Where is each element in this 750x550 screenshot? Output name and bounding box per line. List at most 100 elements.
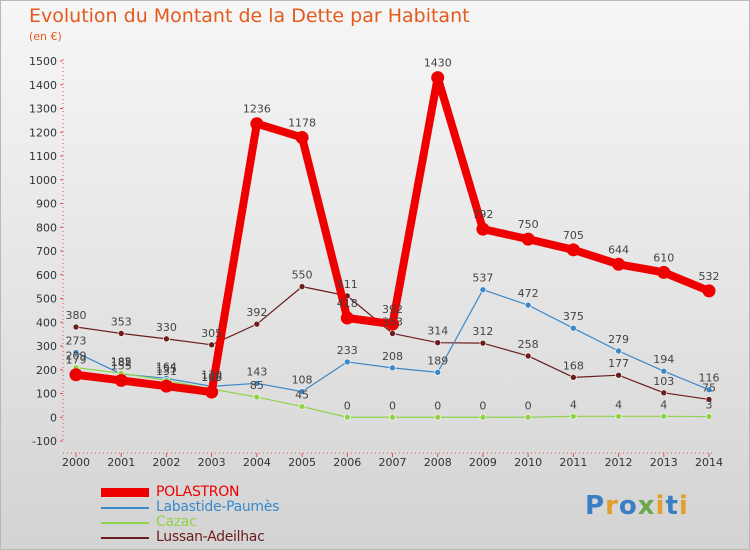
data-point (340, 311, 354, 325)
x-tick-label: 2000 (62, 456, 90, 469)
data-label: 143 (246, 365, 267, 378)
legend-label: Labastide-Paumès (156, 499, 280, 515)
data-label: 116 (699, 372, 720, 385)
data-label: 0 (344, 399, 351, 412)
data-point (702, 284, 716, 298)
data-point (343, 413, 351, 421)
data-label: 182 (111, 356, 132, 369)
data-point (114, 373, 128, 387)
data-point (476, 222, 490, 236)
data-point (521, 232, 535, 246)
legend-swatch (101, 488, 149, 497)
data-point (705, 413, 713, 420)
legend-label: Cazac (156, 514, 197, 530)
data-point (705, 396, 713, 403)
chart-title: Evolution du Montant de la Dette par Hab… (29, 5, 470, 27)
y-tick-label: 1000 (29, 174, 57, 187)
data-point (69, 368, 83, 382)
data-label: 189 (427, 354, 448, 367)
data-point (434, 339, 442, 346)
data-point (159, 379, 173, 393)
y-tick-label: 400 (36, 316, 57, 329)
data-label: 164 (156, 360, 177, 373)
data-point (566, 243, 580, 257)
y-tick-label: 200 (36, 364, 57, 377)
data-label: 4 (615, 398, 622, 411)
x-tick-label: 2011 (559, 456, 587, 469)
data-label: 392 (246, 306, 267, 319)
data-point (434, 369, 442, 376)
data-label: 130 (201, 368, 222, 381)
data-point (431, 71, 445, 85)
y-tick-label: 1300 (29, 103, 57, 116)
x-tick-label: 2014 (695, 456, 723, 469)
y-tick-label: 800 (36, 221, 57, 234)
data-label: 119 (201, 371, 222, 384)
data-label: 75 (702, 381, 716, 394)
data-label: 610 (653, 251, 674, 264)
data-point (660, 367, 668, 375)
y-tick-label: 1400 (29, 79, 57, 92)
data-label: 1236 (243, 103, 271, 116)
data-label: 392 (382, 303, 403, 316)
x-tick-label: 2013 (650, 456, 678, 469)
data-point (570, 412, 577, 420)
chart-subtitle: (en €) (29, 30, 62, 43)
data-label: 511 (337, 278, 358, 291)
data-label: 177 (608, 357, 629, 370)
data-label: 375 (563, 310, 584, 323)
data-label: 537 (472, 272, 493, 285)
data-label: 45 (295, 389, 309, 402)
data-point (524, 352, 532, 360)
data-point (657, 265, 671, 279)
data-label: 418 (337, 297, 358, 310)
y-tick-label: 0 (50, 411, 57, 424)
data-label: 472 (518, 287, 539, 300)
data-label: 258 (518, 338, 539, 351)
data-point (389, 364, 396, 372)
data-point (250, 117, 264, 131)
data-point (253, 320, 261, 328)
data-point (660, 389, 668, 397)
data-point (615, 412, 622, 420)
y-tick-label: 1200 (29, 126, 57, 139)
data-label: 330 (156, 321, 177, 334)
data-point (253, 379, 261, 387)
data-point (615, 347, 622, 355)
data-point (524, 413, 532, 421)
x-tick-label: 2009 (469, 456, 497, 469)
data-label: 792 (472, 208, 493, 221)
data-point (253, 393, 261, 401)
x-tick-label: 2005 (288, 456, 316, 469)
data-label: 314 (427, 325, 448, 338)
data-point (389, 413, 396, 421)
data-label: 279 (608, 333, 629, 346)
data-point (72, 349, 80, 356)
data-label: 108 (292, 374, 313, 387)
data-label: 103 (653, 375, 674, 388)
x-tick-label: 2001 (107, 456, 135, 469)
data-label: 380 (66, 309, 87, 322)
data-label: 273 (66, 334, 87, 347)
data-point (612, 257, 626, 271)
data-point (479, 413, 487, 421)
x-tick-label: 2006 (333, 456, 361, 469)
data-label: 1430 (424, 57, 452, 70)
data-label: 550 (292, 269, 313, 282)
data-point (570, 324, 577, 332)
data-label: 4 (660, 398, 667, 411)
y-tick-label: 1500 (29, 55, 57, 68)
data-point (117, 330, 125, 337)
y-tick-label: 900 (36, 198, 57, 211)
data-label: 0 (479, 399, 486, 412)
data-point (434, 413, 442, 421)
data-point (343, 358, 351, 366)
data-point (386, 317, 399, 331)
data-point (524, 301, 532, 309)
data-label: 750 (518, 218, 539, 231)
data-label: 532 (699, 270, 720, 283)
data-label: 179 (66, 354, 87, 367)
data-label: 353 (382, 315, 403, 328)
